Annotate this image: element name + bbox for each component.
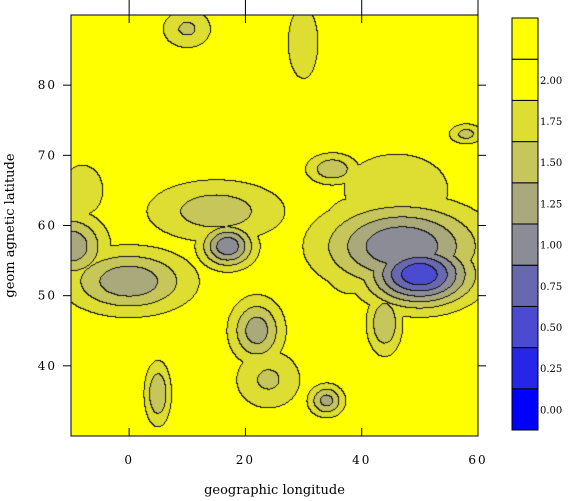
x-tick-label: 0 <box>124 453 134 467</box>
colorbar-swatch <box>511 17 539 60</box>
x-tick-label: 40 <box>352 453 371 467</box>
colorbar: 0.00 0.25 0.50 0.75 1.00 1.25 1.50 1.75 2.00 <box>511 17 562 431</box>
colorbar-swatch <box>511 388 539 431</box>
colorbar-label: 2.00 <box>540 76 562 87</box>
colorbar-swatch <box>511 264 539 307</box>
colorbar-swatch <box>511 99 539 143</box>
colorbar-swatch <box>511 182 539 225</box>
colorbar-label: 1.50 <box>540 158 562 169</box>
x-axis-title: geographic longitude <box>204 483 345 498</box>
y-tick-label: 80 <box>38 78 57 92</box>
y-axis-title: geom agnetic latitude <box>3 153 18 297</box>
colorbar-label: 0.75 <box>540 282 562 293</box>
colorbar-label: 1.25 <box>540 199 562 210</box>
x-tick-label: 60 <box>468 453 487 467</box>
colorbar-swatch <box>511 305 539 349</box>
contour-field <box>71 15 478 436</box>
y-tick-label: 40 <box>38 359 57 373</box>
x-tick-label: 20 <box>236 453 255 467</box>
y-tick-label: 60 <box>38 219 57 233</box>
colorbar-swatch <box>511 347 539 390</box>
y-tick-label: 50 <box>38 289 57 303</box>
colorbar-swatch <box>511 58 539 101</box>
colorbar-swatch <box>511 141 539 184</box>
colorbar-label: 1.00 <box>540 241 562 252</box>
y-tick-label: 70 <box>38 148 57 162</box>
colorbar-label: 1.75 <box>540 117 562 128</box>
colorbar-label: 0.50 <box>540 323 562 334</box>
colorbar-label: 0.25 <box>540 364 562 375</box>
colorbar-label: 0.00 <box>540 405 562 416</box>
colorbar-swatch <box>511 223 539 266</box>
